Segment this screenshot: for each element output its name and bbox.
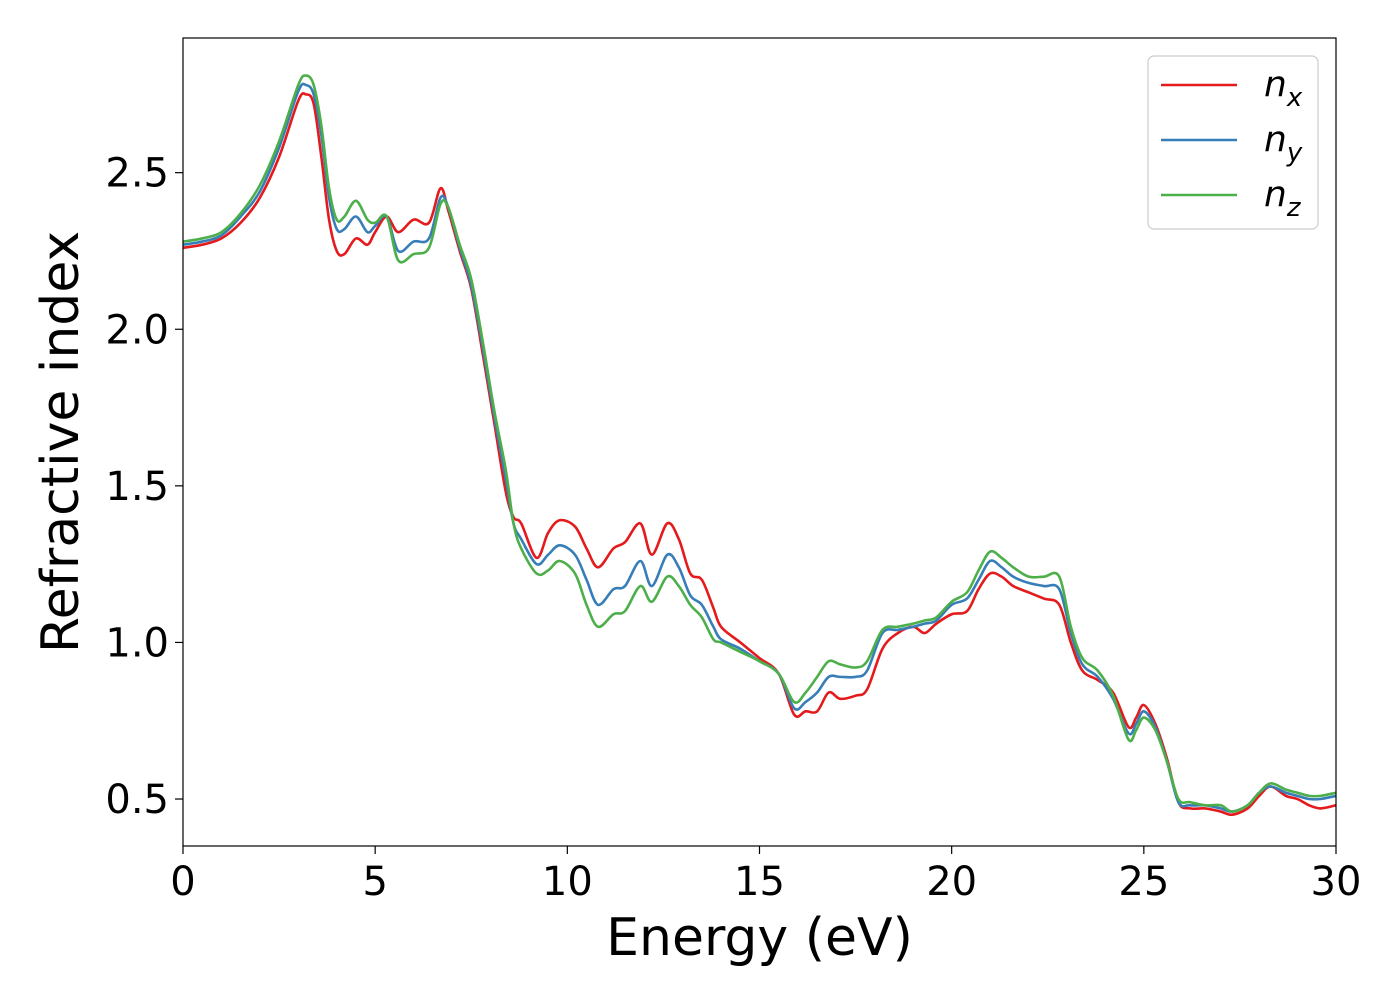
x-tick-label: 20 — [926, 859, 977, 905]
legend-label-nx: nx — [1264, 64, 1303, 113]
series-line-nx — [183, 92, 1336, 817]
series-layer — [183, 74, 1336, 817]
x-tick-label: 0 — [170, 859, 195, 905]
legend-label-ny: ny — [1264, 119, 1303, 168]
x-tick-label: 25 — [1118, 859, 1169, 905]
y-tick-label: 2.0 — [105, 307, 169, 353]
x-tick-label: 5 — [362, 859, 387, 905]
y-tick-label: 0.5 — [105, 777, 169, 823]
y-axis-label: Refractive index — [31, 231, 91, 653]
x-axis-label: Energy (eV) — [606, 908, 913, 968]
y-tick-label: 1.0 — [105, 620, 169, 666]
y-tick-label: 2.5 — [105, 151, 169, 197]
x-axis-ticks: 0 5 10 15 20 25 30 — [170, 846, 1361, 905]
x-tick-label: 30 — [1311, 859, 1362, 905]
x-tick-label: 10 — [542, 859, 593, 905]
legend-box — [1147, 55, 1319, 230]
x-tick-label: 15 — [734, 859, 785, 905]
y-axis-ticks: 0.5 1.0 1.5 2.0 2.5 — [105, 151, 183, 823]
series-line-nz — [183, 74, 1336, 813]
series-line-ny — [183, 82, 1336, 813]
y-tick-label: 1.5 — [105, 464, 169, 510]
